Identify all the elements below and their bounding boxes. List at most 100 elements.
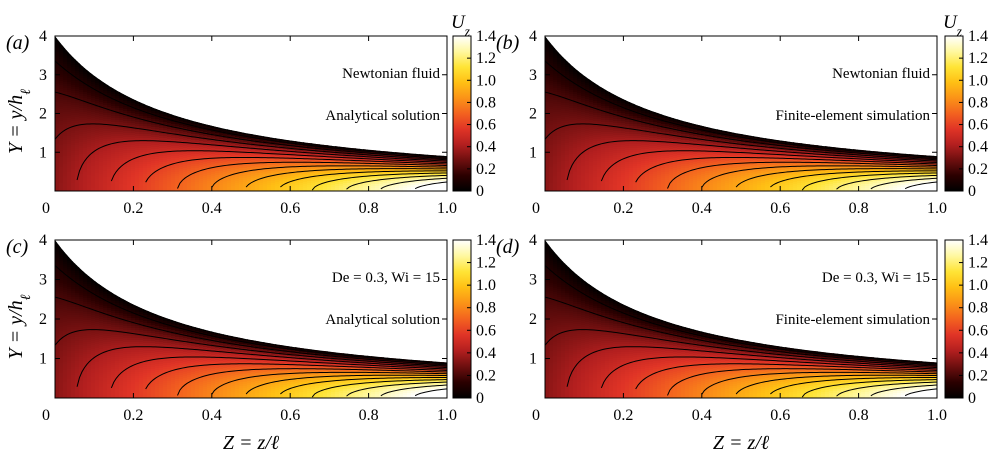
contour-line-2 <box>545 296 937 366</box>
x-tick-label: 0 <box>532 407 540 424</box>
panel-label: (a) <box>6 32 30 54</box>
x-tick-label: 0.6 <box>770 407 790 424</box>
velocity-field <box>55 36 447 191</box>
contour-line-1 <box>545 265 937 365</box>
contour-line-4 <box>566 140 937 181</box>
contour-line-11 <box>801 379 937 398</box>
colorbar-tick-label: 1.2 <box>968 50 988 67</box>
contour-line-6 <box>145 363 447 390</box>
contour-line-3 <box>545 329 937 367</box>
x-axis-label: Z = z/ℓ <box>713 432 770 454</box>
contour-line-10 <box>770 376 937 395</box>
contour-line-6 <box>635 363 937 390</box>
panel-d: 0 0.2 0.4 0.6 0.8 1.0 1 2 3 4 (d) De = 0.3, Wi = 15… <box>496 232 988 424</box>
colorbar-tick-label: 1.0 <box>476 72 496 89</box>
y-tick-label: 2 <box>529 106 537 123</box>
x-tick-label: 1.0 <box>927 407 947 424</box>
annotation: Analytical solution <box>325 108 440 124</box>
x-tick-label: 0.8 <box>849 200 869 217</box>
colorbar-tick-label: 0.4 <box>968 345 988 362</box>
contour-line-8 <box>211 165 447 188</box>
colorbar-tick-label: 0.4 <box>968 139 988 156</box>
annotation: Finite-element simulation <box>775 312 930 328</box>
x-tick-label: 0 <box>42 407 50 424</box>
colorbar-tick-label: 0.8 <box>476 300 496 317</box>
colorbar-tick-label: 0.8 <box>968 300 988 317</box>
colorbar: 0 0.2 0.4 0.6 0.8 1.0 1.2 1.4 Uz <box>451 12 496 200</box>
colorbar-tick-label: 1.4 <box>476 232 496 249</box>
colorbar-tick-label: 0.6 <box>968 322 988 339</box>
x-tick-label: 1.0 <box>437 407 457 424</box>
panel-label: (b) <box>496 32 520 54</box>
colorbar-tick-label: 0.2 <box>968 161 988 178</box>
contour-line-5 <box>110 356 447 389</box>
x-tick-label: 0.4 <box>692 200 712 217</box>
colorbar-title: Uz <box>451 12 470 39</box>
colorbar: 0 0.2 0.4 0.6 0.8 1.0 1.2 1.4 <box>944 232 988 407</box>
x-tick-label: 0.6 <box>770 200 790 217</box>
contour-line-9 <box>735 168 937 188</box>
contour-line-7 <box>177 368 447 396</box>
y-tick-label: 1 <box>39 144 47 161</box>
contour-line-5 <box>600 356 937 389</box>
x-tick-label: 0.2 <box>123 407 143 424</box>
annotation: De = 0.3, Wi = 15 <box>822 270 930 286</box>
contour-line-9 <box>245 168 447 188</box>
contour-line-5 <box>600 150 937 182</box>
colorbar-tick-label: 0 <box>476 390 484 407</box>
contour-line-11 <box>311 379 447 398</box>
colorbar-tick-label: 0.8 <box>476 94 496 111</box>
colorbar-tick-label: 0.2 <box>968 367 988 384</box>
y-tick-label: 2 <box>39 106 47 123</box>
contour-line-14 <box>904 388 937 397</box>
colorbar-tick-label: 0.2 <box>476 161 496 178</box>
colorbar-tick-label: 0 <box>476 183 484 200</box>
x-tick-label: 0.6 <box>280 407 300 424</box>
y-tick-label: 3 <box>39 272 47 289</box>
x-tick-label: 0.2 <box>123 200 143 217</box>
x-tick-label: 0.4 <box>202 407 222 424</box>
contour-line-7 <box>667 161 937 189</box>
colorbar-tick-label: 1.2 <box>476 50 496 67</box>
contour-line-12 <box>836 381 937 397</box>
x-tick-label: 0.4 <box>202 200 222 217</box>
contour-line-13 <box>870 384 937 397</box>
contour-line-6 <box>145 156 447 183</box>
contour-line-11 <box>801 172 937 191</box>
colorbar-tick-label: 1.2 <box>476 255 496 272</box>
contour-line-6 <box>635 156 937 183</box>
y-tick-label: 3 <box>529 67 537 84</box>
x-tick-label: 0.2 <box>613 407 633 424</box>
y-tick-label: 4 <box>39 28 47 45</box>
colorbar-tick-label: 0.6 <box>476 117 496 134</box>
panel-a: 0 0.2 0.4 0.6 0.8 1.0 1 2 3 4 (a) Newtonian fluid An… <box>6 12 496 217</box>
contour-line-3 <box>55 329 447 367</box>
annotation: Newtonian fluid <box>832 66 930 82</box>
contour-line-8 <box>701 371 937 395</box>
x-tick-label: 0.4 <box>692 407 712 424</box>
contour-line-1 <box>545 60 937 158</box>
contour-line-1 <box>55 265 447 365</box>
colorbar-tick-label: 1.2 <box>968 255 988 272</box>
contour-line-4 <box>76 346 447 387</box>
y-axis-label: Y = y/hℓ <box>5 294 34 359</box>
y-tick-label: 2 <box>529 311 537 328</box>
y-tick-label: 3 <box>39 67 47 84</box>
y-tick-label: 1 <box>39 351 47 368</box>
colorbar-tick-label: 0.2 <box>476 367 496 384</box>
contour-line-9 <box>735 374 937 395</box>
contour-line-7 <box>667 368 937 396</box>
x-tick-label: 0.2 <box>613 200 633 217</box>
panel-label: (c) <box>6 236 29 258</box>
contour-line-8 <box>211 371 447 395</box>
colorbar-title: Uz <box>943 12 962 39</box>
x-tick-label: 0 <box>532 200 540 217</box>
colorbar-tick-label: 1.4 <box>968 232 988 249</box>
y-tick-label: 4 <box>529 28 537 45</box>
y-tick-label: 4 <box>39 232 47 249</box>
contour-line-3 <box>545 123 937 161</box>
colorbar: 0 0.2 0.4 0.6 0.8 1.0 1.2 1.4 Uz <box>943 12 988 200</box>
contour-line-1 <box>55 60 447 158</box>
y-tick-label: 1 <box>529 351 537 368</box>
